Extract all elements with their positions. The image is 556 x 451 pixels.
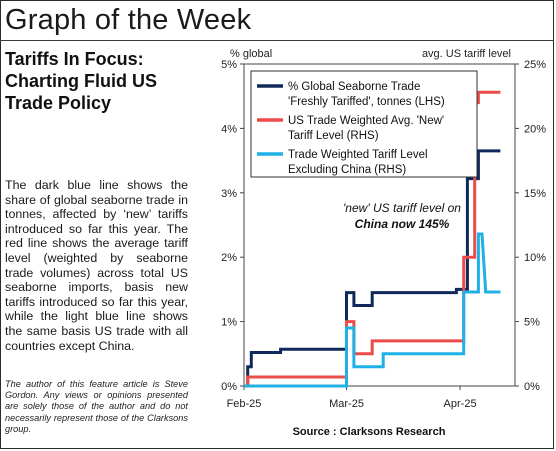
right-tick-label: 10% [524,252,546,264]
left-tick-label: 5% [221,59,237,71]
legend-entry-3-line-1: Trade Weighted Tariff Level [288,149,428,161]
left-tick-label: 1% [221,317,237,329]
x-axis-ticks: Feb-25 Mar-25 Apr-25 [227,386,477,410]
annotation-line-2: China now 145% [355,217,450,231]
legend-entry-3-line-2: Excluding China (RHS) [288,164,406,176]
legend-box [250,70,478,178]
right-tick-label: 15% [524,188,546,200]
author-disclaimer: The author of this feature article is St… [5,379,188,434]
right-tick-label: 20% [524,123,546,135]
header-divider [0,40,554,41]
article-subtitle: Tariffs In Focus: Charting Fluid US Trad… [5,49,157,113]
right-tick-label: 5% [524,317,540,329]
legend-entry-2-line-2: Tariff Level (RHS) [288,130,379,142]
left-tick-label: 0% [221,381,237,393]
left-tick-label: 2% [221,252,237,264]
left-axis-ticks: 0% 1% 2% 3% 4% 5% [221,59,244,393]
legend-entry-2-line-1: US Trade Weighted Avg. 'New' [288,115,444,127]
left-tick-label: 3% [221,188,237,200]
series-line-3 [244,232,501,388]
series-lines [244,90,501,388]
chart-legend: % Global Seaborne Trade 'Freshly Tariffed… [250,70,478,178]
right-tick-label: 25% [524,59,546,71]
source-note: Source : Clarksons Research [293,426,446,438]
right-tick-label: 0% [524,381,540,393]
right-axis-ticks: 0% 5% 10% 15% 20% 25% [515,59,546,393]
legend-entry-1-line-2: 'Freshly Tariffed', tonnes (LHS) [288,96,445,108]
legend-entry-1-line-1: % Global Seaborne Trade [288,81,420,93]
series-line-2 [244,90,501,388]
x-tick-label: Apr-25 [444,398,477,410]
left-tick-label: 4% [221,123,237,135]
x-tick-label: Mar-25 [329,398,364,410]
plot-area [243,63,516,387]
left-axis-label: % global [230,48,272,60]
annotation-line-1: 'new' US tariff level on [343,201,461,215]
right-axis-label: avg. US tariff level [422,48,511,60]
x-tick-label: Feb-25 [227,398,262,410]
page-title: Graph of the Week [5,4,252,36]
article-body: The dark blue line shows the share of gl… [5,178,188,353]
